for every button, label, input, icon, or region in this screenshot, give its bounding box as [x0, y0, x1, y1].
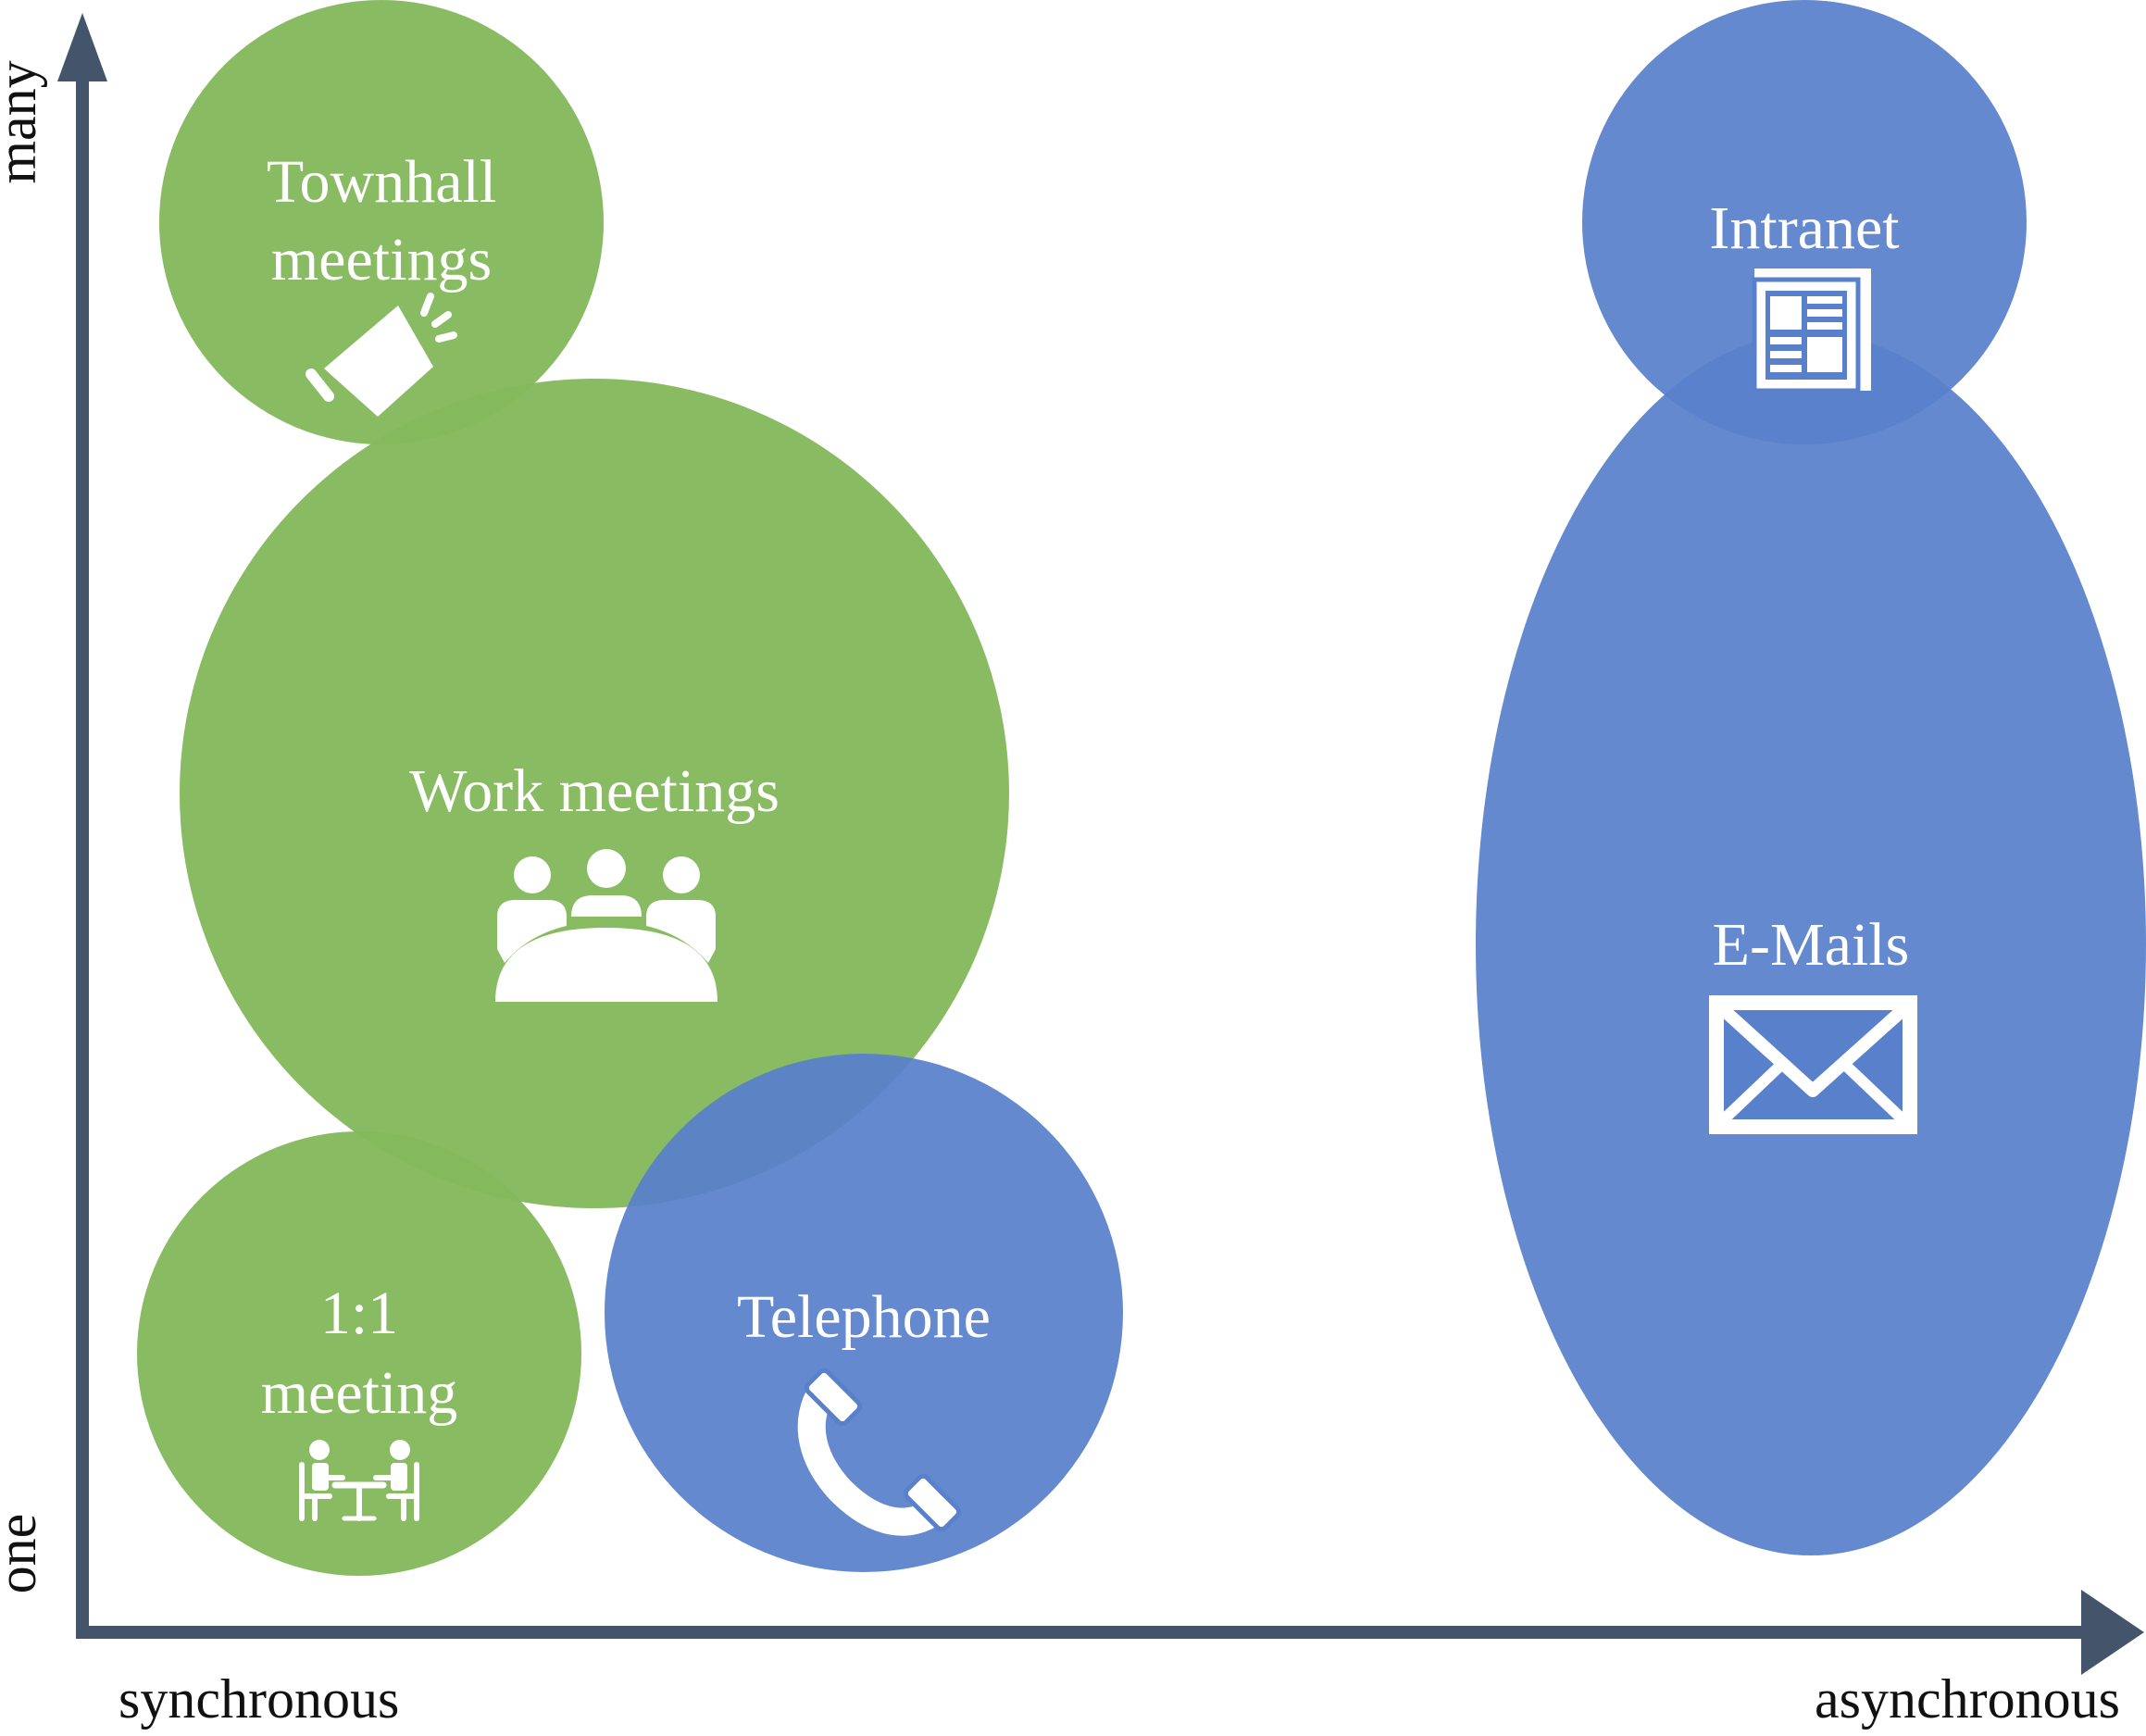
x-axis-start-label: synchronous: [119, 1668, 399, 1730]
phone-icon: [797, 1368, 962, 1536]
townhall-label-line1: Townhall: [267, 148, 496, 216]
emails-label: E-Mails: [1713, 911, 1910, 979]
x-axis-arrowhead: [2081, 1590, 2144, 1675]
telephone-bubble: [605, 1054, 1123, 1572]
newspaper-icon: [1752, 269, 1871, 393]
megaphone-icon: [306, 293, 457, 417]
work-meetings-label: Work meetings: [409, 757, 780, 825]
one-on-one-label-line1: 1:1: [320, 1280, 398, 1347]
one-on-one-bubble: [137, 1131, 581, 1576]
one-on-one-label-line2: meeting: [261, 1359, 458, 1427]
y-axis-start-label: one: [0, 1514, 47, 1594]
y-axis-line: [76, 65, 89, 1639]
intranet-label: Intranet: [1709, 194, 1899, 262]
intranet-bubble: [1582, 0, 2027, 444]
y-axis-end-label: many: [0, 60, 47, 183]
axes: [57, 13, 2144, 1675]
townhall-label-line2: meetings: [271, 226, 492, 293]
two-people-desk-icon: [299, 1440, 419, 1521]
townhall-bubble: [159, 0, 604, 444]
meeting-table-icon: [495, 849, 717, 1002]
emails-bubble: [1476, 333, 2146, 1555]
x-axis-line: [76, 1626, 2094, 1639]
bubbles: [137, 0, 2146, 1576]
y-axis-arrowhead: [57, 13, 107, 81]
envelope-icon: [1709, 995, 1917, 1134]
work-meetings-bubble: [180, 379, 1009, 1208]
x-axis-end-label: asynchronous: [1815, 1668, 2120, 1730]
telephone-label: Telephone: [737, 1283, 991, 1351]
